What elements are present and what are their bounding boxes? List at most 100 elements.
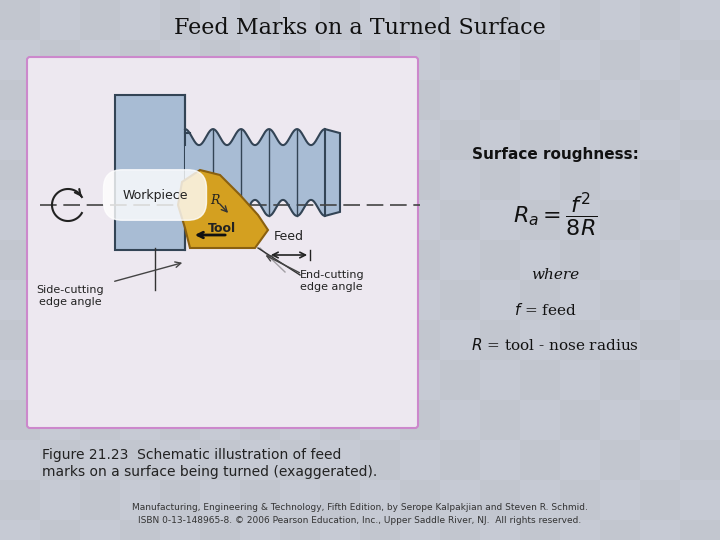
Bar xyxy=(40,320,80,360)
Bar xyxy=(0,320,40,360)
Bar xyxy=(520,520,560,540)
Bar xyxy=(200,360,240,400)
Bar xyxy=(640,280,680,320)
Bar xyxy=(360,520,400,540)
Bar xyxy=(280,360,320,400)
Bar xyxy=(160,40,200,80)
Bar xyxy=(400,240,440,280)
Bar xyxy=(360,280,400,320)
Text: Manufacturing, Engineering & Technology, Fifth Edition, by Serope Kalpakjian and: Manufacturing, Engineering & Technology,… xyxy=(132,503,588,512)
Bar xyxy=(120,520,160,540)
Bar xyxy=(320,120,360,160)
Bar xyxy=(480,480,520,520)
Bar xyxy=(440,520,480,540)
Bar xyxy=(0,240,40,280)
Bar xyxy=(480,120,520,160)
Bar xyxy=(680,160,720,200)
Bar xyxy=(120,40,160,80)
Bar xyxy=(680,80,720,120)
Bar xyxy=(80,520,120,540)
Bar xyxy=(560,80,600,120)
Bar xyxy=(640,160,680,200)
Bar xyxy=(160,280,200,320)
Bar xyxy=(280,120,320,160)
Bar xyxy=(560,40,600,80)
Bar xyxy=(360,400,400,440)
Bar xyxy=(480,0,520,40)
Bar xyxy=(440,200,480,240)
Bar xyxy=(520,440,560,480)
Bar xyxy=(320,160,360,200)
Bar xyxy=(0,200,40,240)
Bar xyxy=(280,40,320,80)
Bar xyxy=(240,0,280,40)
Bar xyxy=(0,440,40,480)
Bar xyxy=(400,40,440,80)
Bar xyxy=(0,520,40,540)
Bar xyxy=(240,400,280,440)
Bar xyxy=(80,400,120,440)
Bar xyxy=(560,440,600,480)
Bar xyxy=(320,0,360,40)
Bar xyxy=(120,240,160,280)
Bar xyxy=(520,400,560,440)
FancyBboxPatch shape xyxy=(27,57,418,428)
Bar xyxy=(120,400,160,440)
Text: R: R xyxy=(210,193,220,206)
Bar xyxy=(240,200,280,240)
Bar xyxy=(640,40,680,80)
Bar xyxy=(280,80,320,120)
Bar xyxy=(560,320,600,360)
Bar xyxy=(360,120,400,160)
Bar xyxy=(400,0,440,40)
Bar xyxy=(600,280,640,320)
Bar xyxy=(120,440,160,480)
Bar xyxy=(120,120,160,160)
Bar xyxy=(80,200,120,240)
Bar xyxy=(680,0,720,40)
Bar xyxy=(640,200,680,240)
Bar xyxy=(120,80,160,120)
Bar xyxy=(160,160,200,200)
Bar xyxy=(160,120,200,160)
Text: Feed Marks on a Turned Surface: Feed Marks on a Turned Surface xyxy=(174,17,546,39)
Bar xyxy=(360,200,400,240)
Bar xyxy=(120,360,160,400)
Bar xyxy=(80,40,120,80)
Bar xyxy=(80,160,120,200)
Bar xyxy=(240,360,280,400)
Bar xyxy=(400,520,440,540)
Bar xyxy=(240,280,280,320)
Bar xyxy=(400,80,440,120)
Bar xyxy=(320,320,360,360)
Bar xyxy=(40,0,80,40)
Bar xyxy=(200,40,240,80)
Bar xyxy=(480,320,520,360)
Bar xyxy=(680,240,720,280)
Bar xyxy=(640,120,680,160)
Bar xyxy=(240,40,280,80)
Bar xyxy=(600,200,640,240)
Text: ISBN 0-13-148965-8. © 2006 Pearson Education, Inc., Upper Saddle River, NJ.  All: ISBN 0-13-148965-8. © 2006 Pearson Educa… xyxy=(138,516,582,525)
Bar xyxy=(240,480,280,520)
Bar xyxy=(280,240,320,280)
Bar xyxy=(600,400,640,440)
Bar xyxy=(280,0,320,40)
Bar xyxy=(600,160,640,200)
Bar xyxy=(440,320,480,360)
Bar xyxy=(520,160,560,200)
Bar xyxy=(480,440,520,480)
Bar xyxy=(40,80,80,120)
Bar xyxy=(200,480,240,520)
Bar xyxy=(640,240,680,280)
Bar xyxy=(280,400,320,440)
Polygon shape xyxy=(178,170,268,248)
Bar xyxy=(680,520,720,540)
Bar xyxy=(200,520,240,540)
Polygon shape xyxy=(325,129,340,216)
Bar xyxy=(360,40,400,80)
Bar xyxy=(480,520,520,540)
Bar xyxy=(40,440,80,480)
Bar xyxy=(600,320,640,360)
Text: Workpiece: Workpiece xyxy=(122,188,188,201)
